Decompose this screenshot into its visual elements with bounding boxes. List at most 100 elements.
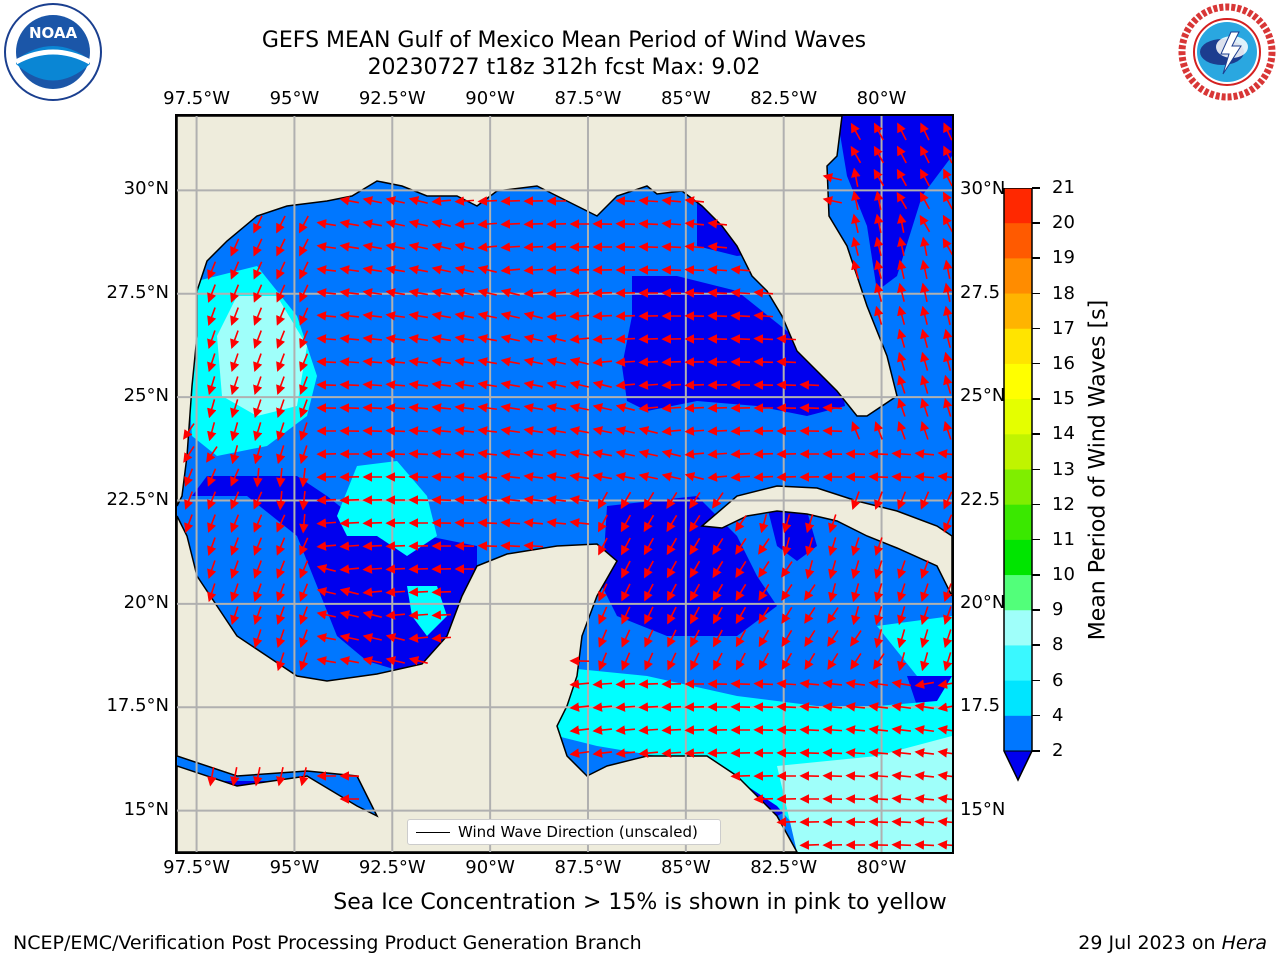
wave-direction-arrow — [615, 725, 636, 735]
wave-direction-arrow — [707, 288, 728, 298]
wave-direction-arrow — [937, 702, 952, 712]
wave-direction-arrow — [943, 191, 952, 210]
wave-direction-arrow — [500, 242, 521, 252]
noaa-logo-text: NOAA — [29, 24, 78, 42]
colorbar-tick-label: 19 — [1052, 247, 1075, 269]
wave-direction-arrow — [183, 423, 195, 440]
legend-line-swatch — [416, 832, 450, 833]
wave-direction-arrow — [253, 583, 263, 602]
wave-direction-arrow — [546, 495, 567, 505]
wave-direction-arrow — [299, 583, 309, 602]
wave-direction-arrow — [615, 357, 636, 367]
wave-direction-arrow — [712, 560, 724, 579]
wave-direction-arrow — [362, 587, 383, 597]
chart-subtitle: 20230727 t18z 312h fcst Max: 9.02 — [367, 55, 761, 80]
wave-direction-arrow — [707, 265, 728, 275]
wave-direction-arrow — [851, 259, 861, 279]
wave-direction-arrow — [454, 334, 475, 344]
wave-direction-arrow — [621, 652, 631, 671]
wave-direction-arrow — [776, 334, 797, 344]
wave-direction-arrow — [207, 261, 217, 280]
wave-direction-arrow — [937, 748, 952, 758]
wave-direction-arrow — [592, 426, 612, 436]
wave-direction-arrow — [299, 353, 309, 372]
lon-label-bottom: 80°W — [856, 857, 907, 878]
wave-direction-arrow — [454, 196, 475, 206]
wave-direction-arrow — [920, 145, 930, 164]
wave-direction-arrow — [500, 426, 521, 436]
wave-direction-arrow — [753, 334, 774, 344]
wave-direction-arrow — [230, 422, 240, 442]
wave-direction-arrow — [827, 630, 839, 647]
wave-direction-arrow — [253, 514, 263, 533]
wave-direction-arrow — [868, 817, 889, 827]
wave-direction-arrow — [569, 380, 589, 390]
colorbar-tick-mark — [1032, 362, 1040, 365]
wave-direction-arrow — [362, 610, 382, 620]
wave-direction-arrow — [753, 679, 774, 689]
wave-direction-arrow — [253, 399, 263, 419]
wave-direction-arrow — [667, 652, 677, 671]
lat-label-left: 17.5°N — [106, 695, 169, 717]
wave-direction-arrow — [385, 541, 406, 551]
wave-direction-arrow — [592, 288, 613, 298]
wave-direction-arrow — [339, 587, 359, 597]
wave-direction-arrow — [569, 265, 590, 275]
wave-direction-arrow — [937, 794, 952, 804]
wave-direction-arrow — [339, 357, 360, 367]
wave-direction-arrow — [431, 357, 452, 367]
wave-direction-arrow — [620, 514, 632, 533]
wave-direction-arrow — [385, 610, 406, 620]
wave-direction-arrow — [316, 334, 337, 344]
wave-direction-arrow — [276, 330, 286, 349]
wave-direction-arrow — [684, 449, 705, 459]
wave-direction-arrow — [569, 495, 590, 505]
wave-direction-arrow — [644, 629, 654, 648]
wave-direction-arrow — [362, 242, 383, 252]
lon-label-top: 85°W — [660, 88, 711, 109]
wave-direction-arrow — [523, 380, 543, 390]
wave-direction-arrow — [408, 357, 429, 367]
wave-direction-arrow — [454, 403, 475, 413]
wave-direction-arrow — [644, 606, 654, 625]
wave-direction-arrow — [897, 236, 907, 256]
wave-direction-arrow — [776, 725, 797, 735]
wave-direction-arrow — [914, 702, 935, 712]
wave-direction-arrow — [638, 242, 659, 252]
wave-direction-arrow — [454, 288, 474, 298]
colorbar-outline — [1003, 187, 1033, 782]
wave-direction-arrow — [385, 656, 405, 666]
wave-direction-arrow — [431, 403, 452, 413]
wave-direction-arrow — [845, 702, 866, 712]
wave-direction-arrow — [431, 472, 452, 482]
colorbar-tick-mark — [1032, 503, 1040, 506]
wave-direction-arrow — [920, 122, 930, 141]
wave-direction-arrow — [661, 265, 682, 275]
wave-direction-arrow — [851, 421, 861, 440]
colorbar-segment — [1004, 504, 1032, 541]
wave-direction-arrow — [874, 583, 884, 603]
wave-direction-arrow — [712, 583, 724, 602]
wave-direction-arrow — [712, 537, 724, 555]
wave-direction-arrow — [207, 307, 217, 326]
wave-direction-arrow — [546, 311, 567, 321]
colorbar-tick-label: 10 — [1052, 564, 1075, 586]
wave-direction-arrow — [339, 656, 359, 666]
wave-direction-arrow — [276, 467, 286, 488]
lon-label-top: 95°W — [269, 88, 320, 109]
wave-direction-arrow — [851, 537, 861, 557]
wave-direction-arrow — [253, 330, 263, 349]
wave-direction-arrow — [362, 403, 383, 413]
wave-direction-arrow — [851, 236, 861, 256]
wave-direction-arrow — [874, 213, 884, 233]
wave-direction-arrow — [781, 561, 793, 578]
wave-direction-arrow — [667, 629, 677, 648]
wave-direction-arrow — [500, 265, 521, 275]
wave-direction-arrow — [661, 380, 682, 390]
wave-direction-arrow — [897, 560, 907, 580]
colorbar-tick-label: 6 — [1052, 669, 1064, 691]
wave-direction-arrow — [896, 168, 908, 187]
wave-direction-arrow — [385, 242, 405, 252]
colorbar-segment — [1004, 188, 1032, 224]
wave-direction-arrow — [523, 472, 544, 482]
